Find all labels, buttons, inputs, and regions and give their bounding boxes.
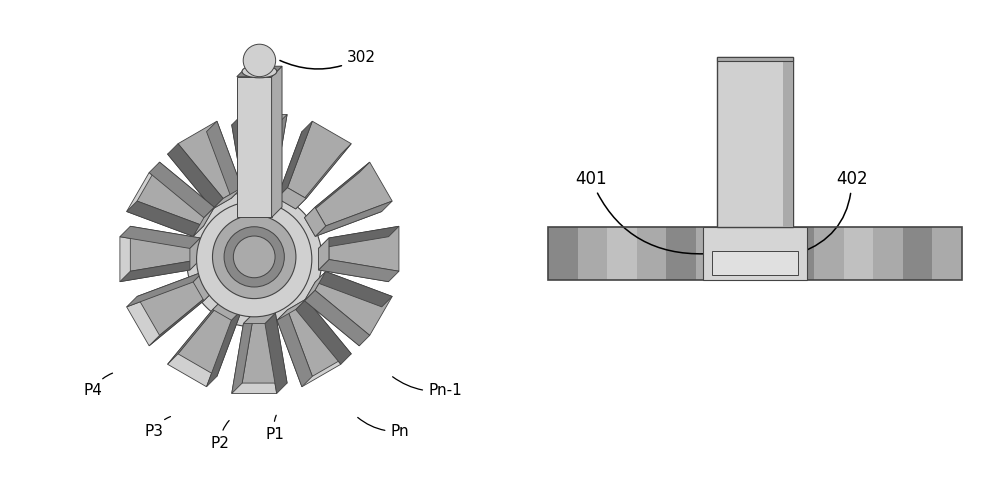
Bar — [844, 227, 873, 281]
Polygon shape — [178, 121, 242, 198]
Polygon shape — [137, 162, 214, 226]
Circle shape — [243, 44, 276, 77]
Polygon shape — [232, 324, 277, 393]
Polygon shape — [287, 299, 351, 376]
Polygon shape — [305, 272, 326, 301]
Polygon shape — [277, 310, 341, 387]
Bar — [903, 227, 932, 281]
Bar — [717, 57, 793, 227]
Polygon shape — [213, 299, 242, 320]
Polygon shape — [127, 272, 204, 307]
Polygon shape — [232, 114, 254, 195]
Polygon shape — [213, 188, 242, 209]
Polygon shape — [277, 188, 306, 209]
Polygon shape — [120, 260, 200, 282]
Polygon shape — [265, 114, 287, 195]
Polygon shape — [190, 238, 200, 270]
Bar — [932, 227, 962, 281]
Text: P4: P4 — [83, 373, 113, 398]
Polygon shape — [272, 66, 282, 217]
Text: 401: 401 — [575, 170, 705, 254]
Polygon shape — [207, 310, 242, 387]
Polygon shape — [329, 226, 399, 271]
Polygon shape — [319, 238, 329, 270]
Circle shape — [197, 201, 312, 317]
Text: P2: P2 — [211, 420, 230, 450]
Polygon shape — [168, 310, 231, 387]
Polygon shape — [237, 66, 282, 77]
Polygon shape — [315, 272, 392, 335]
Polygon shape — [305, 162, 370, 218]
Bar — [703, 227, 807, 281]
Bar — [725, 227, 755, 281]
Polygon shape — [168, 144, 223, 209]
Polygon shape — [130, 226, 200, 271]
Bar — [578, 227, 607, 281]
Polygon shape — [149, 290, 214, 346]
Polygon shape — [149, 162, 214, 218]
Polygon shape — [232, 125, 277, 195]
Text: P1: P1 — [266, 415, 285, 442]
Polygon shape — [319, 260, 399, 282]
Polygon shape — [127, 201, 204, 236]
Polygon shape — [296, 299, 351, 364]
Ellipse shape — [242, 65, 277, 78]
Bar — [814, 227, 844, 281]
Polygon shape — [137, 272, 214, 335]
Polygon shape — [305, 172, 382, 236]
Polygon shape — [319, 236, 389, 282]
Text: 402: 402 — [800, 170, 868, 253]
Polygon shape — [265, 313, 287, 393]
Text: Pn-1: Pn-1 — [393, 377, 462, 398]
Polygon shape — [237, 77, 272, 217]
Bar — [785, 227, 814, 281]
Polygon shape — [193, 207, 214, 236]
Polygon shape — [315, 272, 392, 307]
Bar — [548, 227, 962, 281]
Bar — [873, 227, 903, 281]
Text: 302: 302 — [280, 50, 376, 69]
Polygon shape — [242, 114, 287, 184]
Bar — [548, 227, 578, 281]
Circle shape — [224, 227, 284, 287]
Polygon shape — [315, 201, 392, 236]
Polygon shape — [127, 282, 204, 346]
Polygon shape — [120, 226, 200, 248]
Bar — [666, 227, 696, 281]
Polygon shape — [168, 132, 231, 209]
Polygon shape — [277, 132, 341, 209]
Polygon shape — [243, 313, 275, 324]
Polygon shape — [319, 226, 399, 248]
Polygon shape — [178, 299, 242, 376]
Bar — [637, 227, 666, 281]
Polygon shape — [315, 162, 392, 226]
Polygon shape — [193, 272, 214, 301]
Polygon shape — [207, 121, 242, 198]
Polygon shape — [305, 290, 370, 346]
Bar — [696, 227, 725, 281]
Bar — [755, 227, 785, 281]
Bar — [717, 57, 793, 62]
Polygon shape — [127, 172, 204, 236]
Polygon shape — [242, 313, 287, 383]
Polygon shape — [296, 144, 351, 209]
Polygon shape — [277, 121, 312, 198]
Bar — [783, 57, 793, 227]
Polygon shape — [277, 310, 312, 387]
Text: P3: P3 — [144, 416, 170, 439]
Polygon shape — [120, 236, 190, 282]
Polygon shape — [277, 299, 306, 320]
Polygon shape — [305, 207, 326, 236]
Polygon shape — [168, 299, 223, 364]
Polygon shape — [243, 184, 275, 195]
Text: Pn: Pn — [358, 417, 409, 439]
Polygon shape — [305, 282, 382, 346]
Bar — [712, 251, 798, 275]
Polygon shape — [232, 313, 254, 393]
Bar — [607, 227, 637, 281]
Circle shape — [212, 215, 296, 299]
Polygon shape — [287, 121, 351, 198]
Circle shape — [233, 236, 275, 278]
Circle shape — [186, 191, 322, 327]
